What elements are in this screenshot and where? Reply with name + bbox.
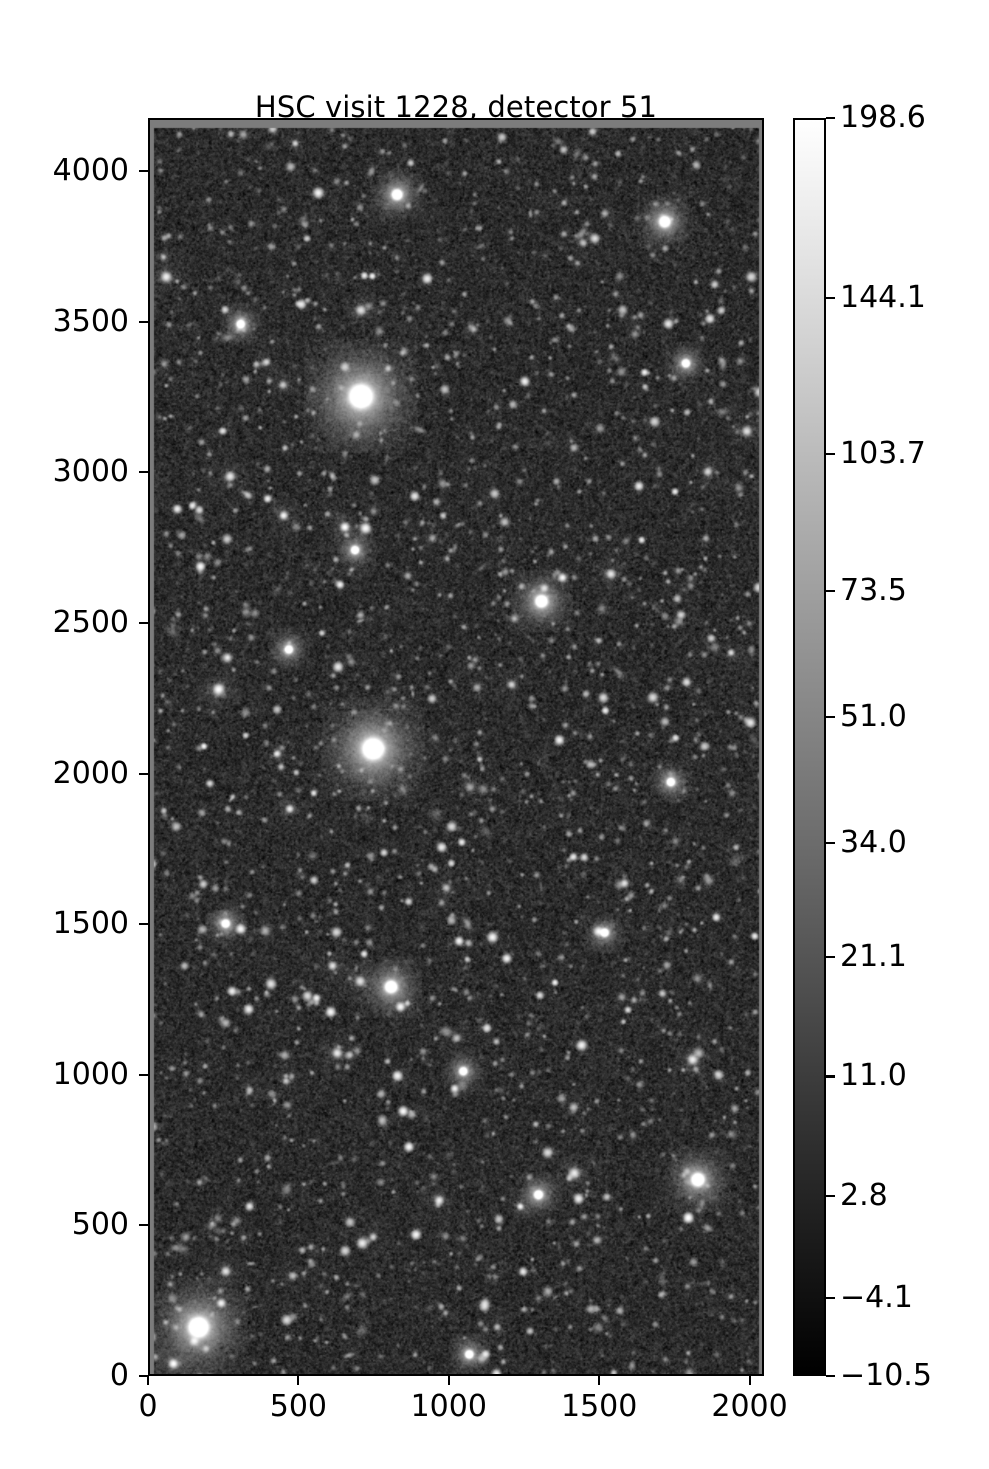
- y-tick-label: 0: [109, 1358, 129, 1393]
- colorbar-tick-mark: [826, 117, 835, 120]
- x-tick-mark: [447, 1376, 450, 1385]
- colorbar-tick-label: 11.0: [840, 1058, 907, 1094]
- colorbar-tick-mark: [826, 841, 835, 844]
- colorbar-tick-label: 103.7: [840, 435, 926, 471]
- y-tick-label: 4000: [52, 153, 129, 189]
- y-tick-mark: [139, 170, 148, 173]
- y-tick-mark: [139, 1375, 148, 1378]
- colorbar-tick-label: −10.5: [840, 1358, 932, 1393]
- colorbar-tick-label: 2.8: [840, 1178, 888, 1214]
- sky-image-axes: [148, 118, 764, 1376]
- y-tick-label: 3500: [52, 303, 129, 339]
- y-tick-label: 1000: [52, 1056, 129, 1092]
- colorbar-tick-mark: [826, 955, 835, 958]
- colorbar-tick-label: 34.0: [840, 824, 907, 860]
- y-tick-mark: [139, 471, 148, 474]
- y-tick-label: 2500: [52, 604, 129, 640]
- y-tick-mark: [139, 1073, 148, 1076]
- colorbar-tick-mark: [826, 1195, 835, 1198]
- y-tick-mark: [139, 320, 148, 323]
- y-tick-label: 1500: [52, 906, 129, 942]
- colorbar-tick-label: 21.1: [840, 938, 907, 974]
- colorbar-tick-label: 73.5: [840, 573, 907, 609]
- colorbar-tick-label: 144.1: [840, 279, 926, 315]
- y-tick-label: 2000: [52, 755, 129, 791]
- colorbar-tick-mark: [826, 1297, 835, 1300]
- y-tick-mark: [139, 1224, 148, 1227]
- colorbar-tick-label: 198.6: [840, 100, 926, 135]
- x-tick-label: 2000: [711, 1389, 788, 1424]
- x-tick-label: 1500: [560, 1389, 638, 1424]
- x-tick-label: 0: [138, 1389, 158, 1424]
- x-tick-mark: [147, 1376, 150, 1385]
- sky-image: [150, 120, 762, 1374]
- colorbar-tick-mark: [826, 296, 835, 299]
- x-tick-mark: [748, 1376, 751, 1385]
- y-tick-mark: [139, 621, 148, 624]
- x-tick-label: 500: [269, 1389, 328, 1424]
- y-tick-mark: [139, 923, 148, 926]
- colorbar-tick-label: −4.1: [840, 1280, 913, 1316]
- colorbar-tick-mark: [826, 452, 835, 455]
- x-tick-label: 1000: [410, 1389, 487, 1424]
- x-tick-mark: [297, 1376, 300, 1385]
- colorbar-tick-mark: [826, 1375, 835, 1378]
- y-tick-mark: [139, 772, 148, 775]
- colorbar-tick-mark: [826, 716, 835, 719]
- colorbar: [793, 118, 826, 1376]
- colorbar-tick-label: 51.0: [840, 699, 907, 735]
- x-tick-mark: [598, 1376, 601, 1385]
- colorbar-tick-mark: [826, 1075, 835, 1078]
- y-tick-label: 500: [71, 1207, 129, 1243]
- y-tick-label: 3000: [52, 454, 129, 490]
- colorbar-tick-mark: [826, 590, 835, 593]
